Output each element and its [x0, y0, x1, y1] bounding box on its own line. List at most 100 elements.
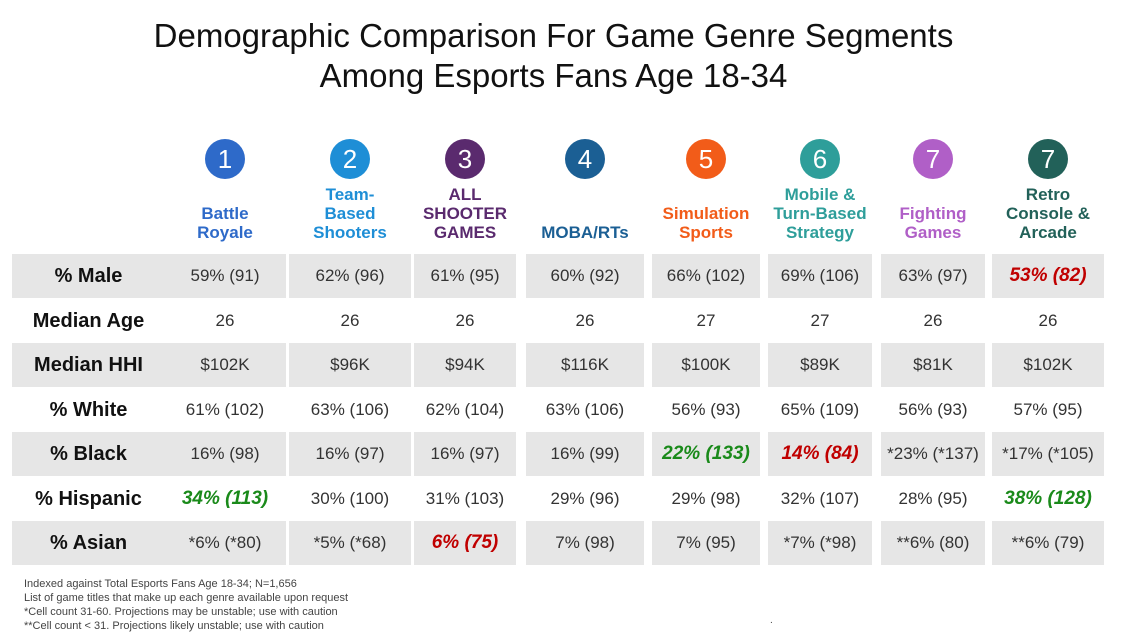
cell-background — [414, 521, 516, 565]
table-cell: $94K — [445, 355, 485, 374]
table-cell: 16% (97) — [430, 444, 500, 463]
row-label: % Male — [54, 264, 123, 287]
genre-number-badge: 1 — [205, 139, 245, 179]
row-label-background — [12, 254, 165, 298]
cell-background — [526, 521, 644, 565]
cell-background — [992, 521, 1104, 565]
cell-background — [881, 343, 985, 387]
cell-background — [768, 343, 872, 387]
table-cell: 62% (96) — [315, 266, 385, 285]
cell-background — [164, 254, 286, 298]
genre-number-badge: 6 — [800, 139, 840, 179]
table-cell: 27 — [810, 311, 830, 330]
genre-number-badge: 2 — [330, 139, 370, 179]
table-cell: 7% (98) — [555, 533, 615, 552]
table-cell: 22% (133) — [662, 443, 750, 464]
title-line-2: Among Esports Fans Age 18-34 — [319, 57, 788, 94]
cell-background — [164, 343, 286, 387]
table-cell: $81K — [913, 355, 953, 374]
table-cell: *6% (*80) — [188, 533, 262, 552]
footnotes: Indexed against Total Esports Fans Age 1… — [24, 577, 348, 633]
table-cell: **6% (80) — [896, 533, 970, 552]
table-cell: 16% (98) — [190, 444, 260, 463]
table-cell: 61% (95) — [430, 266, 500, 285]
table-cell: 28% (95) — [898, 489, 968, 508]
footnote: *Cell count 31-60. Projections may be un… — [24, 606, 338, 618]
table-cell: 53% (82) — [1009, 265, 1087, 286]
footnote: List of game titles that make up each ge… — [24, 592, 349, 604]
footnote: **Cell count < 31. Projections likely un… — [24, 620, 324, 632]
cell-background — [881, 254, 985, 298]
genre-name: Team- Based Shooters — [313, 185, 387, 242]
genre-number-badge: 3 — [445, 139, 485, 179]
table-cell: 63% (97) — [898, 266, 968, 285]
cell-background — [289, 254, 411, 298]
row-label: Median HHI — [34, 353, 143, 376]
table-cell: 38% (128) — [1004, 488, 1092, 509]
genre-name: Fighting Games — [899, 204, 967, 242]
cell-background — [526, 432, 644, 476]
table-cell: 56% (93) — [898, 400, 968, 419]
genre-name: MOBA/RTs — [541, 223, 629, 242]
table-cell: $96K — [330, 355, 370, 374]
table-cell: 34% (113) — [181, 488, 269, 509]
table-cell: $100K — [681, 355, 731, 374]
row-label: % Hispanic — [35, 487, 142, 510]
table-cell: 66% (102) — [666, 266, 746, 285]
table-cell: $102K — [1023, 355, 1073, 374]
cell-background — [768, 521, 872, 565]
table-cell: *17% (*105) — [1002, 444, 1094, 463]
genre-number-badge: 7 — [1028, 139, 1068, 179]
cell-background — [289, 521, 411, 565]
table-cell: 29% (98) — [671, 489, 741, 508]
genre-name: Battle Royale — [197, 204, 253, 242]
row-label-background — [12, 343, 165, 387]
cell-background — [992, 254, 1104, 298]
genre-name: Retro Console & Arcade — [1005, 185, 1091, 242]
table-cell: 56% (93) — [671, 400, 741, 419]
table-cell: 26 — [1038, 311, 1058, 330]
row-label: % Black — [50, 442, 127, 465]
table-cell: 16% (97) — [315, 444, 385, 463]
table-cell: 26 — [340, 311, 360, 330]
table-cell: 27 — [696, 311, 716, 330]
cell-background — [164, 432, 286, 476]
cell-background — [652, 343, 760, 387]
genre-number-badge: 5 — [686, 139, 726, 179]
cell-background — [414, 343, 516, 387]
table-cell: 26 — [575, 311, 595, 330]
table-cell: 32% (107) — [780, 489, 860, 508]
table-cell: **6% (79) — [1011, 533, 1085, 552]
cell-background — [414, 432, 516, 476]
table-cell: *23% (*137) — [887, 444, 979, 463]
table-cell: $102K — [200, 355, 250, 374]
cell-background — [768, 254, 872, 298]
cell-background — [652, 254, 760, 298]
table-cell: *5% (*68) — [313, 533, 387, 552]
genre-number-badge: 7 — [913, 139, 953, 179]
genre-number-badge: 4 — [565, 139, 605, 179]
row-label-background — [12, 521, 165, 565]
cell-background — [289, 432, 411, 476]
chart-title: Demographic Comparison For Game Genre Se… — [0, 16, 1107, 96]
table-cell: 63% (106) — [545, 400, 625, 419]
row-label: Median Age — [32, 309, 145, 332]
cell-background — [992, 432, 1104, 476]
table-cell: *7% (*98) — [783, 533, 857, 552]
cell-background — [881, 432, 985, 476]
table-cell: 31% (103) — [425, 489, 505, 508]
table-cell: $116K — [561, 355, 609, 374]
table-cell: 60% (92) — [550, 266, 620, 285]
table-cell: $89K — [800, 355, 840, 374]
table-cell: 61% (102) — [185, 400, 265, 419]
table-cell: 57% (95) — [1013, 400, 1083, 419]
cell-background — [881, 521, 985, 565]
table-cell: 7% (95) — [676, 533, 736, 552]
cell-background — [526, 343, 644, 387]
table-cell: 14% (84) — [781, 443, 859, 464]
cell-background — [526, 254, 644, 298]
genre-name: Mobile & Turn-Based Strategy — [773, 185, 867, 242]
row-label: % White — [49, 398, 128, 421]
footer-mark: . — [770, 615, 773, 626]
cell-background — [164, 521, 286, 565]
